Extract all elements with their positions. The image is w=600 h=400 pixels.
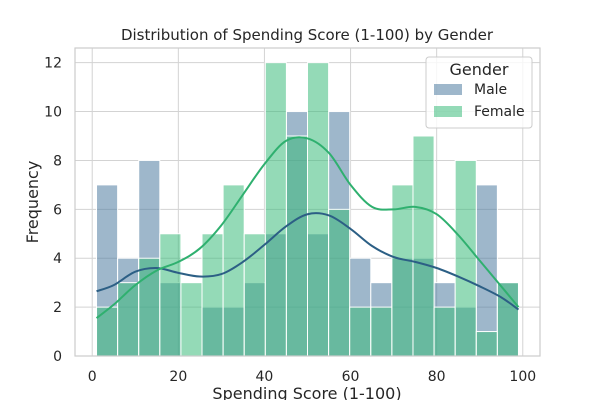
- legend-title: Gender: [450, 60, 509, 79]
- bar-female: [475, 331, 498, 357]
- legend-swatch-male: [434, 84, 462, 95]
- legend: Gender Male Female: [425, 56, 533, 129]
- bar-female: [391, 184, 414, 357]
- y-tick-label: 8: [53, 153, 62, 169]
- bar-female: [138, 257, 161, 357]
- x-axis-label: Spending Score (1-100): [212, 384, 401, 400]
- bar-female: [328, 208, 351, 357]
- kde-line-female: [95, 136, 520, 319]
- y-axis-label: Frequency: [23, 161, 42, 244]
- legend-label-male: Male: [474, 82, 507, 98]
- bar-female: [201, 233, 224, 357]
- plot-frame: [74, 47, 541, 357]
- bar-female: [222, 184, 245, 357]
- bar-female: [159, 233, 182, 357]
- bar-female: [370, 306, 393, 357]
- x-tick-label: 0: [88, 369, 97, 385]
- x-tick-label: 80: [428, 369, 446, 385]
- bar-female: [433, 306, 456, 357]
- bar-female: [285, 135, 308, 357]
- legend-label-female: Female: [474, 104, 525, 120]
- bar-female: [454, 159, 477, 357]
- x-tick-label: 20: [169, 369, 187, 385]
- kde-line-male: [96, 212, 520, 311]
- y-tick-label: 0: [53, 349, 62, 365]
- y-tick-label: 6: [53, 202, 62, 218]
- x-tick-label: 100: [509, 369, 536, 385]
- y-tick-label: 4: [53, 251, 62, 267]
- x-tick-label: 40: [256, 369, 274, 385]
- bar-female: [349, 306, 372, 357]
- chart-title: Distribution of Spending Score (1-100) b…: [121, 26, 494, 44]
- tick-labels: 0 20 40 60 80 100 0 2 4 6 8 10 12: [44, 56, 536, 385]
- bar-female: [117, 282, 140, 357]
- y-tick-label: 12: [44, 56, 62, 72]
- y-tick-label: 10: [44, 105, 62, 121]
- bar-female: [180, 282, 203, 357]
- x-tick-label: 60: [342, 369, 360, 385]
- bars: [96, 62, 519, 357]
- y-tick-label: 2: [53, 300, 62, 316]
- legend-swatch-female: [434, 106, 462, 117]
- kde-curves: [95, 136, 520, 319]
- bar-female: [412, 135, 435, 357]
- bar-female: [264, 62, 287, 357]
- bar-female: [96, 306, 119, 357]
- bar-female: [307, 62, 330, 357]
